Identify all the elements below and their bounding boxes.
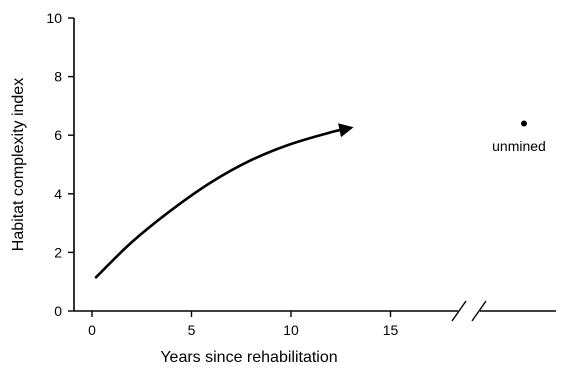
y-tick-label: 10 — [46, 10, 62, 26]
axis-break-mark — [471, 300, 487, 322]
series-curve-with-arrow — [94, 123, 354, 279]
axis-break-mark — [451, 300, 467, 322]
x-ticks: 0 5 10 15 — [88, 311, 398, 338]
y-axis-title: Habitat complexity index — [10, 78, 27, 251]
axes — [73, 18, 556, 322]
y-tick-label: 0 — [54, 303, 62, 319]
x-tick-label: 15 — [383, 322, 399, 338]
series-group — [94, 123, 354, 279]
points-group: unmined — [492, 120, 546, 154]
unmined-point — [521, 120, 527, 127]
x-tick-label: 5 — [188, 322, 196, 338]
y-tick-label: 4 — [54, 186, 62, 202]
x-axis-title: Years since rehabilitation — [160, 349, 337, 366]
y-ticks: 0 2 4 6 8 10 — [46, 10, 74, 319]
unmined-label: unmined — [492, 138, 546, 154]
y-tick-label: 6 — [54, 127, 62, 143]
y-tick-label: 8 — [54, 69, 62, 85]
x-tick-label: 10 — [283, 322, 299, 338]
x-tick-label: 0 — [88, 322, 96, 338]
y-tick-label: 2 — [54, 244, 62, 260]
